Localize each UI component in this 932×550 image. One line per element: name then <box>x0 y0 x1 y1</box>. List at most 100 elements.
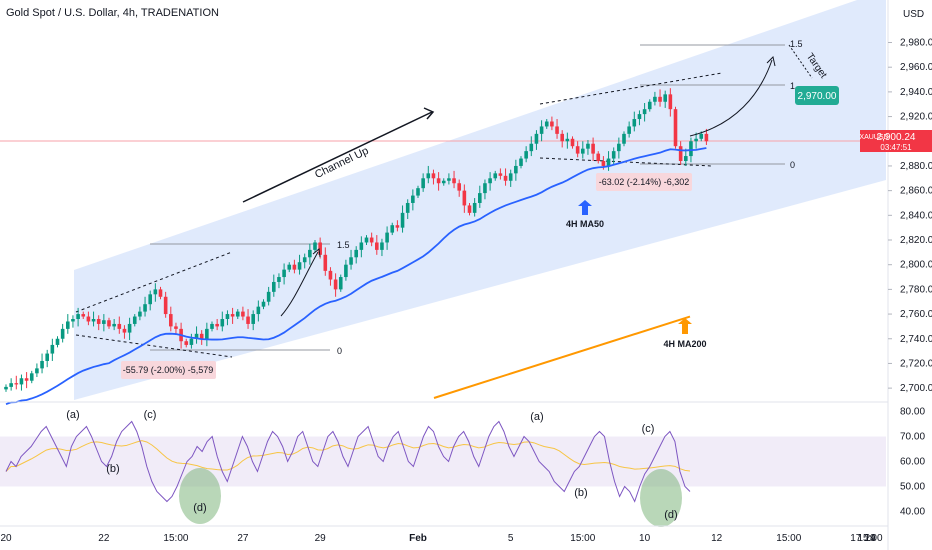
time-axis[interactable]: 20 22 15:00 27 29 Feb 5 15:00 10 12 15:00 17 1915:00… <box>0 533 883 544</box>
candle-body <box>462 190 467 206</box>
candle-body <box>143 304 147 312</box>
candle-body <box>349 257 353 265</box>
price-tick-label: 2,980.00 <box>900 38 932 49</box>
candle-body <box>411 195 415 203</box>
candle-body <box>400 212 405 228</box>
fib-right-one: 1 <box>790 81 795 91</box>
candle-body <box>112 323 116 327</box>
candle-body <box>472 202 477 213</box>
price-pane[interactable] <box>0 0 886 406</box>
fib-labels: 1.5 0 1.5 1 0 <box>337 39 803 356</box>
candle-body <box>416 188 420 196</box>
time-tick-label: 22 <box>98 533 110 544</box>
time-tick-label: 15:00 <box>857 533 882 544</box>
candle-body <box>344 264 348 278</box>
candle-body <box>642 109 647 115</box>
time-tick-label: 19 <box>864 533 876 544</box>
candle-body <box>318 242 322 255</box>
rsi-point-label: (c) <box>144 409 157 421</box>
rsi-pane[interactable]: (a) (b) (c) (d) (a) (b) (c) (d) <box>0 409 886 527</box>
candle-body <box>653 96 657 102</box>
candle-body <box>292 264 297 270</box>
time-tick-label: Feb <box>409 533 427 544</box>
ma-labels: 4H MA50 4H MA200 <box>566 200 707 349</box>
candle-body <box>66 321 70 329</box>
price-badge-bg <box>860 130 932 152</box>
target-badge <box>795 86 839 105</box>
candle-body <box>539 126 544 134</box>
rsi-circle-right <box>640 469 682 527</box>
fib-right-zero: 0 <box>790 160 795 170</box>
candle-body <box>9 383 13 387</box>
candle-body <box>184 341 189 345</box>
candle-body <box>508 173 513 181</box>
candle-body <box>364 237 369 243</box>
candle-body <box>14 383 19 385</box>
candle-body <box>251 314 255 324</box>
candle-body <box>266 291 271 302</box>
candle-body <box>658 96 662 102</box>
ma200-label: 4H MA200 <box>663 339 706 349</box>
candle-body <box>246 316 250 324</box>
rsi-tick-label: 70.00 <box>900 432 925 443</box>
candle-body <box>441 180 446 184</box>
candle-body <box>19 378 24 385</box>
time-tick-label: 12 <box>711 533 723 544</box>
candle-body <box>632 119 637 127</box>
target-pointer <box>788 44 813 79</box>
measure-boxes: -55.79 (-2.00%) -5,579 -63.02 (-2.14%) -… <box>121 173 692 379</box>
candle-body <box>519 158 523 166</box>
candle-body <box>189 338 194 345</box>
candle-body <box>199 333 204 339</box>
candle-body <box>210 323 214 329</box>
candle-body <box>359 242 364 250</box>
candle-body <box>524 151 528 159</box>
candle-body <box>452 178 456 184</box>
candle-body <box>24 378 29 381</box>
candle-body <box>127 323 132 333</box>
candle-body <box>132 316 137 324</box>
candle-body <box>261 301 266 307</box>
price-axis[interactable]: 2,980.002,960.002,940.002,920.002,900.00… <box>888 38 932 395</box>
candle-body <box>328 270 333 280</box>
candle-body <box>617 143 621 152</box>
candle-body <box>50 344 55 354</box>
candle-body <box>380 242 384 250</box>
candle-body <box>91 319 96 322</box>
candle-body <box>678 146 683 162</box>
candle-body <box>35 368 39 374</box>
candle-body <box>478 193 482 203</box>
candle-body <box>498 173 503 176</box>
candle-body <box>555 126 559 134</box>
candle-body <box>169 314 173 327</box>
rsi-tick-label: 80.00 <box>900 407 925 418</box>
left-projection-curve <box>280 251 319 317</box>
candle-body <box>297 262 302 270</box>
measure-right-text: -63.02 (-2.14%) -6,302 <box>599 177 690 187</box>
price-tick-label: 2,840.00 <box>900 210 932 221</box>
candle-body <box>503 175 508 181</box>
price-tick-label: 2,800.00 <box>900 260 932 271</box>
chart-title: Gold Spot / U.S. Dollar, 4h, TRADENATION <box>6 7 219 19</box>
candle-body <box>668 94 673 110</box>
target-value: 2,970.00 <box>798 91 837 102</box>
candle-body <box>483 183 487 194</box>
measure-left-box <box>121 361 216 379</box>
candle-body <box>256 306 261 315</box>
candle-body <box>637 114 642 120</box>
price-tick-label: 2,780.00 <box>900 284 932 295</box>
candle-body <box>457 183 461 191</box>
candle-body <box>436 178 441 184</box>
candle-body <box>622 133 626 144</box>
rsi-point-label: (a) <box>66 409 79 421</box>
candle-body <box>467 205 472 213</box>
candle-body <box>591 143 595 154</box>
rsi-axis[interactable]: 80.00 70.00 60.00 50.00 40.00 <box>900 407 925 518</box>
candle-body <box>338 277 343 290</box>
ma50-line <box>5 147 707 406</box>
candle-body <box>405 202 410 213</box>
price-tick-label: 2,740.00 <box>900 334 932 345</box>
candle-body <box>71 319 75 322</box>
